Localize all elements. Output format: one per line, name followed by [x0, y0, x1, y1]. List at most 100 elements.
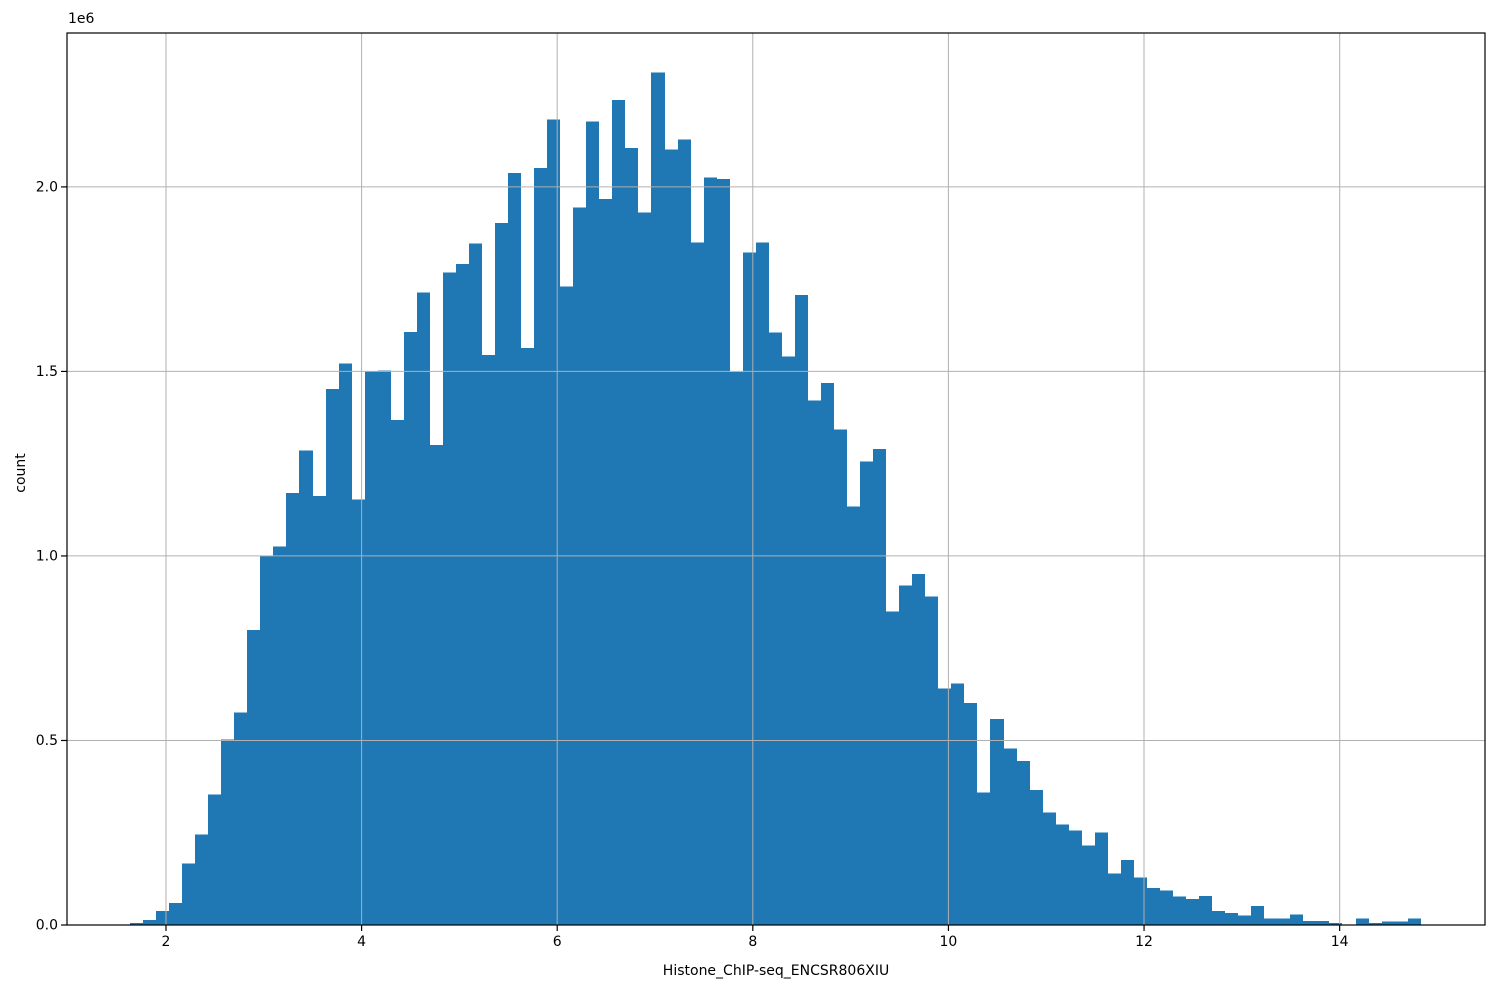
histogram-bar	[678, 139, 691, 926]
y-tick-label: 1.5	[36, 364, 58, 380]
histogram-bar	[847, 506, 860, 925]
histogram-bar	[756, 242, 769, 925]
x-tick-label: 12	[1135, 934, 1153, 950]
histogram-bar	[1186, 899, 1199, 925]
y-tick-label: 0.5	[36, 733, 58, 749]
histogram-bar	[1199, 895, 1212, 925]
y-tick-label: 2.0	[36, 179, 58, 195]
histogram-bar	[625, 148, 638, 925]
histogram-bar	[339, 363, 352, 925]
histogram-bar	[417, 292, 430, 925]
histogram-bar	[938, 688, 951, 925]
histogram-bar	[1121, 860, 1134, 925]
histogram-bar	[456, 264, 469, 925]
y-tick-label: 0.0	[36, 917, 58, 933]
histogram-bar	[352, 499, 365, 925]
histogram-bar	[221, 739, 234, 925]
histogram-bar	[313, 495, 326, 925]
histogram-bar	[534, 168, 547, 925]
histogram-bar	[1225, 913, 1238, 925]
histogram-bar	[795, 295, 808, 925]
histogram-bar	[1017, 761, 1030, 925]
histogram-bar	[1056, 824, 1069, 925]
histogram-bar	[1160, 890, 1173, 925]
histogram-bar	[1382, 921, 1395, 925]
plot-border	[66, 32, 1486, 926]
histogram-bar	[143, 919, 156, 925]
histogram-bar	[1030, 789, 1043, 925]
histogram-bar	[665, 149, 678, 925]
histogram-bar	[808, 400, 821, 926]
histogram-bar	[691, 242, 704, 925]
histogram-bar	[1251, 905, 1264, 925]
histogram-bar	[651, 72, 665, 926]
histogram-bar	[638, 212, 651, 926]
histogram-bar	[169, 902, 182, 925]
histogram-bar	[964, 703, 977, 925]
histogram-bar	[1277, 918, 1290, 925]
histogram-bar	[560, 286, 573, 925]
histogram-bar	[704, 177, 717, 926]
histogram-bar	[1303, 920, 1316, 925]
x-tick-label: 14	[1331, 934, 1349, 950]
histogram-bar	[469, 243, 482, 926]
histogram-bar	[821, 383, 834, 926]
histogram-bar	[208, 794, 221, 925]
histogram-bar	[1238, 915, 1251, 925]
histogram-bar	[1108, 873, 1121, 925]
histogram-bar	[247, 629, 260, 925]
histogram-bar	[886, 611, 899, 925]
histogram-bar	[482, 355, 495, 925]
histogram-bar	[1004, 748, 1017, 925]
y-axis-label: count	[13, 453, 29, 493]
histogram-bar	[1147, 888, 1160, 925]
histogram-bar	[730, 371, 743, 925]
x-tick-label: 10	[940, 934, 958, 950]
histogram-bar	[1082, 845, 1095, 925]
histogram-bar	[495, 223, 508, 925]
histogram-bar	[1095, 832, 1108, 925]
histogram-bar	[1043, 812, 1056, 925]
histogram-bar	[130, 922, 143, 925]
histogram-bar	[365, 371, 378, 925]
histogram-bar	[195, 834, 208, 925]
histogram-bar	[951, 683, 964, 925]
histogram-bar	[1356, 918, 1369, 925]
x-axis-label: Histone_ChIP-seq_ENCSR806XIU	[662, 963, 890, 979]
x-tick-label: 2	[162, 934, 171, 950]
histogram-bar	[782, 356, 795, 925]
histogram-bar	[1134, 877, 1147, 925]
histogram-bar	[912, 574, 925, 925]
histogram-bar	[182, 863, 195, 925]
histogram-bar	[1316, 920, 1329, 925]
histogram-bar	[1290, 914, 1303, 925]
histogram-bar	[299, 450, 313, 925]
x-tick-label: 8	[748, 934, 757, 950]
histogram-bar	[1329, 922, 1342, 925]
x-tick-label: 4	[357, 934, 366, 950]
histogram-bar	[1408, 918, 1421, 925]
histogram-bar	[873, 448, 886, 925]
histogram-bar	[990, 719, 1004, 925]
y-tick-label: 1.0	[36, 548, 58, 564]
histogram-bar	[391, 419, 404, 925]
histogram-bar	[899, 585, 912, 925]
histogram-bar	[743, 252, 756, 926]
histogram-bar	[378, 370, 391, 925]
y-axis-offset-label: 1e6	[68, 11, 95, 27]
histogram-bar	[404, 331, 417, 925]
histogram-bar	[612, 99, 625, 926]
histogram-bar	[977, 792, 990, 925]
histogram-bar	[156, 910, 169, 925]
histogram-bar	[286, 493, 299, 925]
histogram-bar	[234, 712, 247, 925]
histogram-bar	[925, 596, 938, 925]
histogram-bar	[1369, 923, 1382, 925]
histogram-bar	[430, 444, 443, 925]
histogram-bar	[1212, 910, 1225, 925]
histogram-bar	[521, 347, 534, 925]
histogram-bar	[1264, 918, 1277, 925]
histogram-bar	[834, 429, 847, 925]
histogram-bar	[586, 121, 599, 925]
